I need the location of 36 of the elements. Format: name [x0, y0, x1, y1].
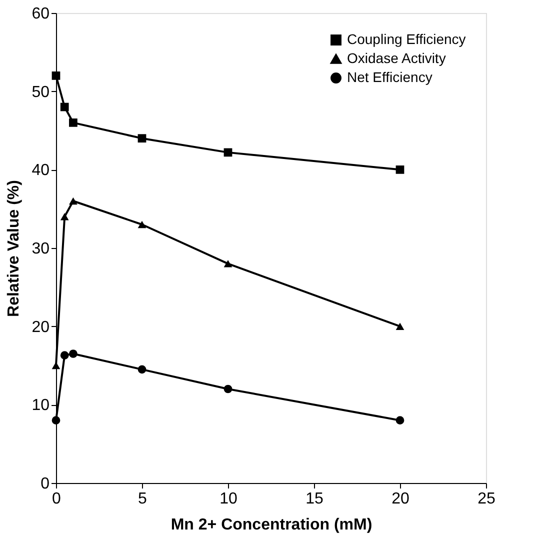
- y-tick-label: 20: [32, 318, 50, 336]
- point: [396, 165, 404, 174]
- point: [138, 365, 146, 374]
- x-tick-label: 15: [306, 490, 324, 508]
- x-tick-label: 25: [478, 490, 496, 508]
- legend-label: Coupling Efficiency: [347, 31, 466, 47]
- y-tick-label: 60: [32, 6, 50, 22]
- point: [396, 322, 404, 330]
- y-tick-label: 30: [32, 240, 50, 258]
- x-tick-label: 5: [138, 490, 148, 508]
- y-tick-label: 40: [32, 162, 50, 180]
- point: [138, 220, 146, 228]
- legend-label: Net Efficiency: [347, 69, 432, 85]
- x-tick-label: 0: [52, 490, 62, 508]
- legend-label: Oxidase Activity: [347, 50, 446, 66]
- x-tick-label: 10: [220, 490, 238, 508]
- y-tick-label: 0: [40, 476, 50, 492]
- point: [52, 362, 60, 370]
- point: [52, 71, 60, 80]
- point: [60, 351, 69, 360]
- point: [69, 118, 78, 127]
- point: [224, 260, 232, 268]
- point: [224, 384, 232, 394]
- y-axis-title: Relative Value (%): [6, 180, 23, 317]
- point: [396, 416, 404, 425]
- x-axis-title: Mn 2+ Concentration (mM): [170, 516, 372, 534]
- point: [60, 102, 69, 112]
- point: [60, 213, 69, 220]
- point: [69, 197, 78, 205]
- x-tick-label: 20: [392, 490, 410, 508]
- point: [138, 134, 146, 143]
- point: [69, 350, 78, 358]
- y-tick-label: 50: [32, 84, 50, 101]
- y-tick-label: 10: [32, 397, 50, 414]
- point: [52, 416, 60, 425]
- point: [224, 148, 232, 157]
